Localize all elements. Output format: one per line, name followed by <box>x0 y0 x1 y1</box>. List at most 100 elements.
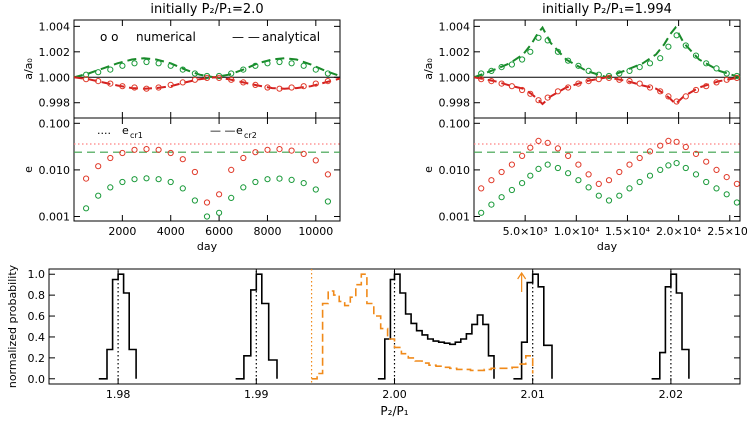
right-top-point-red <box>723 76 730 83</box>
right-mid-ytick-label: 0.100 <box>439 117 471 130</box>
right-mid-point-red <box>665 137 672 144</box>
right-mid-point-red <box>565 152 572 159</box>
left-mid-xtick-label: 10000 <box>298 225 333 238</box>
legend-analytical-label: analytical <box>262 30 320 44</box>
right-top-point-green <box>508 61 515 68</box>
right-mid-point-green <box>733 199 741 206</box>
right-top-point-green <box>665 43 672 50</box>
bottom-xtick-label: 2.02 <box>659 388 684 401</box>
left-title: initially P₂/P₁=2.0 <box>150 2 263 17</box>
left-top-point-green <box>288 60 295 67</box>
bottom-ytick-label: 0.8 <box>28 289 46 302</box>
right-mid-point-red <box>535 137 542 144</box>
right-mid-point-green <box>544 161 551 168</box>
left-mid-point-red <box>216 191 223 198</box>
right-top-point-red <box>585 78 592 85</box>
right-top-point-green <box>595 71 602 78</box>
right-top-analytical-green <box>473 25 741 79</box>
right-top-point-red <box>575 80 582 87</box>
legend-ecr2-symbol: — — <box>210 124 236 137</box>
bottom-arrow-orange-head <box>517 271 527 280</box>
right-mid-point-green <box>723 191 730 198</box>
left-mid-point-green <box>95 192 102 199</box>
right-mid-point-green <box>657 166 664 173</box>
bottom-xtick-label: 1.99 <box>244 388 269 401</box>
legend-numerical-label: numerical <box>136 30 196 44</box>
left-top-ylabel: a/a₀ <box>22 58 35 80</box>
left-mid-point-red <box>264 146 271 153</box>
left-top-point-red <box>179 79 186 86</box>
right-top-point-red <box>626 78 633 85</box>
right-top-point-red <box>646 84 654 91</box>
left-top-point-green <box>312 66 319 73</box>
right-top-ytick-label: 0.998 <box>439 97 471 110</box>
right-mid-point-red <box>682 143 689 151</box>
left-mid-point-green <box>203 213 211 220</box>
left-mid-ytick-label: 0.001 <box>39 210 71 223</box>
bottom-xlabel: P₂/P₁ <box>380 404 408 418</box>
right-top-point-red <box>673 98 680 105</box>
bottom-ytick-label: 1.0 <box>28 268 46 281</box>
bottom-frame <box>48 268 741 385</box>
left-top-point-red <box>276 85 283 92</box>
right-mid-point-red <box>646 148 654 155</box>
right-mid-point-green <box>692 171 700 178</box>
left-top-point-green <box>119 62 126 69</box>
left-mid-point-green <box>167 178 174 186</box>
right-mid-xtick-label: 5.0×10³ <box>503 225 548 238</box>
right-mid-point-green <box>498 194 505 201</box>
left-top-point-red <box>95 78 102 85</box>
right-mid-point-red <box>723 174 730 181</box>
left-mid-point-green <box>312 186 319 193</box>
left-mid-xtick-label: 8000 <box>253 225 281 238</box>
right-top-point-red <box>498 80 505 87</box>
right-top-point-red <box>657 88 664 95</box>
left-top-point-green <box>203 72 211 80</box>
right-mid-point-green <box>527 172 534 179</box>
right-top-point-red <box>733 74 741 82</box>
bottom-histogram-orange-5 <box>311 273 534 380</box>
left-mid-point-green <box>216 209 223 216</box>
legend-ecr1-symbol: .... <box>97 124 111 137</box>
left-top-point-red <box>107 80 114 87</box>
legend-numerical-symbol: o o <box>100 30 119 44</box>
right-top-point-green <box>585 67 592 75</box>
bottom-histogram-black-0 <box>98 273 137 380</box>
left-top-point-green <box>252 62 259 69</box>
left-top-point-red <box>252 81 259 89</box>
left-top-point-red <box>300 83 307 90</box>
right-mid-point-red <box>585 171 592 178</box>
left-mid-point-green <box>119 178 126 186</box>
right-mid-point-green <box>488 201 495 208</box>
bottom-histogram-black-1 <box>235 273 278 380</box>
right-mid-ytick-label: 0.001 <box>439 210 471 223</box>
left-mid-point-green <box>131 176 138 183</box>
right-top-point-red <box>544 94 551 101</box>
right-top-point-red <box>519 86 526 94</box>
left-top-point-green <box>155 60 162 67</box>
legend-ecr1-label: e <box>122 124 129 137</box>
left-top-point-red <box>203 74 211 82</box>
bottom-histogram-black-3 <box>513 273 553 380</box>
right-top-point-green <box>544 37 551 44</box>
legend-ecr2-label: e <box>236 124 243 137</box>
right-mid-point-red <box>692 150 700 157</box>
left-top-point-red <box>155 84 162 91</box>
left-mid-point-red <box>240 154 247 162</box>
left-mid-point-red <box>95 163 102 170</box>
right-top-point-red <box>478 76 485 83</box>
left-mid-point-red <box>203 199 211 206</box>
left-top-ytick-label: 1.004 <box>39 20 71 33</box>
left-mid-point-red <box>119 149 126 157</box>
right-mid-point-green <box>713 185 720 192</box>
right-top-point-green <box>565 57 572 64</box>
bottom-histogram-black-4 <box>651 273 690 380</box>
left-top-point-red <box>143 85 150 92</box>
left-mid-point-green <box>276 175 283 182</box>
right-top-point-red <box>508 83 515 90</box>
left-top-point-red <box>131 84 138 91</box>
right-top-point-green <box>636 64 643 71</box>
left-top-analytical-green <box>73 57 341 79</box>
left-mid-xtick-label: 6000 <box>205 225 233 238</box>
